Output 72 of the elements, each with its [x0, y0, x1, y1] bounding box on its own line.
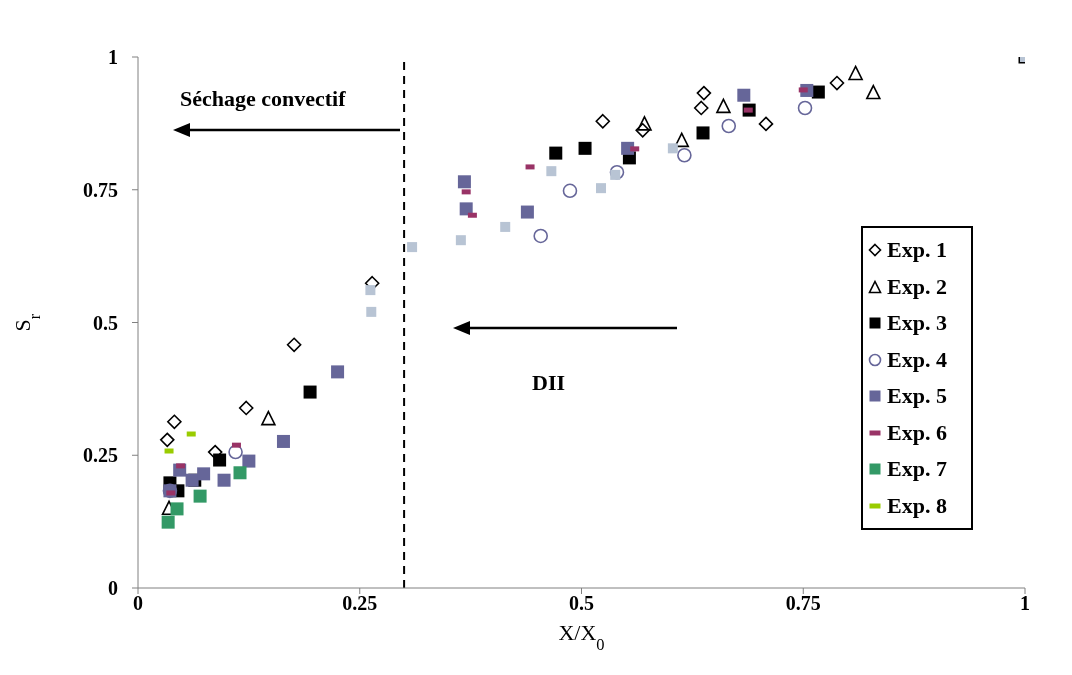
point	[228, 444, 243, 460]
x-axis-title: X/X$_{0}$	[558, 620, 605, 654]
legend-label: Exp. 4	[887, 346, 947, 373]
point	[562, 183, 578, 199]
point	[811, 85, 825, 99]
point	[716, 98, 731, 114]
point	[674, 132, 690, 148]
point	[866, 84, 881, 100]
point	[721, 118, 737, 134]
legend-label: Exp. 7	[887, 456, 947, 483]
point	[331, 365, 345, 379]
point	[407, 242, 418, 253]
point	[848, 65, 863, 81]
x-tick-label: 0.75	[785, 592, 821, 615]
legend-label: Exp. 3	[887, 310, 947, 337]
point	[242, 454, 256, 468]
point	[520, 205, 534, 219]
point	[667, 143, 678, 154]
point	[595, 113, 611, 129]
point	[546, 166, 557, 177]
point	[213, 453, 227, 467]
point	[261, 410, 276, 426]
legend-label: Exp. 5	[887, 383, 947, 410]
y-tick-label: 0.5	[93, 311, 118, 334]
point	[366, 306, 377, 317]
point	[596, 183, 607, 194]
point	[500, 221, 511, 232]
point	[829, 75, 845, 91]
point	[677, 147, 692, 163]
point	[549, 146, 563, 160]
y-tick-label: 0	[108, 577, 118, 600]
point	[197, 467, 211, 481]
point	[207, 444, 223, 460]
point	[455, 235, 466, 246]
y-tick-label: 0.75	[83, 178, 118, 201]
annotation: Séchage convectif	[180, 86, 346, 112]
legend-label: Exp. 6	[887, 419, 947, 446]
point	[170, 502, 184, 516]
point	[578, 141, 592, 155]
point	[635, 122, 650, 138]
point	[637, 116, 652, 131]
point	[693, 100, 709, 116]
point	[303, 385, 317, 399]
point	[161, 515, 175, 529]
x-tick-label: 1	[1020, 592, 1030, 615]
x-tick-label: 0	[133, 592, 143, 615]
x-tick-label: 0.25	[342, 592, 378, 615]
point	[696, 85, 712, 101]
legend-label: Exp. 1	[887, 237, 947, 264]
point	[238, 400, 254, 416]
point	[217, 473, 231, 487]
point	[609, 164, 625, 180]
point	[167, 414, 182, 430]
point	[459, 202, 473, 216]
point	[696, 126, 710, 140]
legend-label: Exp. 8	[887, 492, 947, 519]
point	[276, 434, 290, 448]
x-tick-label: 0.5	[569, 592, 594, 615]
y-tick-label: 1	[108, 46, 118, 69]
point	[286, 337, 302, 353]
legend-label: Exp. 2	[887, 273, 947, 300]
point	[233, 466, 247, 480]
annotation: DII	[532, 370, 566, 396]
point	[159, 432, 175, 448]
point	[533, 228, 548, 244]
point	[737, 88, 751, 102]
point	[193, 489, 207, 503]
y-tick-label: 0.25	[83, 444, 118, 467]
point	[457, 175, 471, 189]
point	[365, 285, 376, 296]
point	[758, 116, 774, 132]
point	[797, 100, 813, 116]
